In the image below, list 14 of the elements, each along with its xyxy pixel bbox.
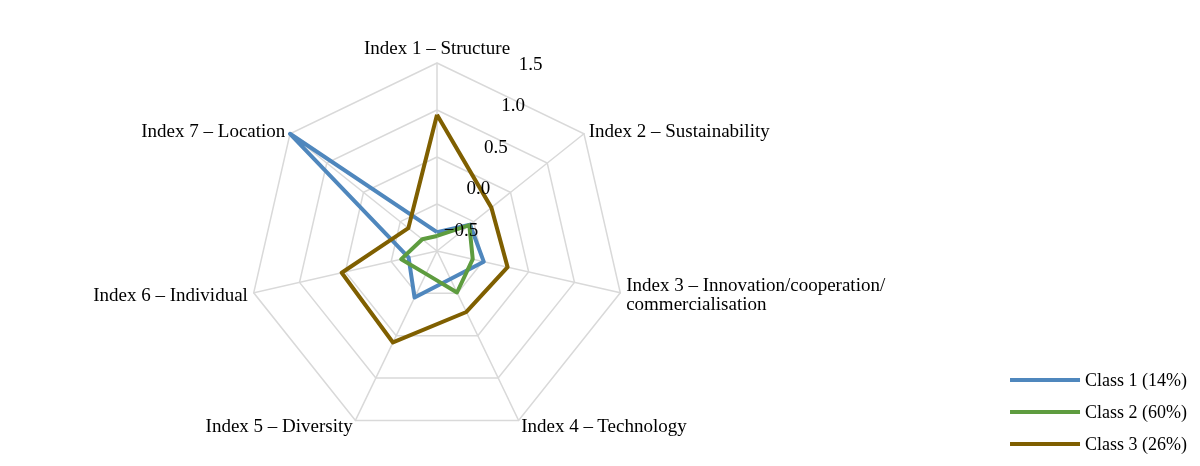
- y-tick-label: 1.5: [518, 53, 543, 75]
- spoke-label: Index 1 – Structure: [363, 37, 511, 58]
- spoke-label: Index 5 – Diversity: [205, 415, 354, 437]
- legend-label: Class 3 (26%): [1085, 434, 1188, 455]
- spoke-label: Index 2 – Sustainability: [588, 119, 771, 141]
- legend-label: Class 2 (60%): [1085, 402, 1188, 423]
- y-tick-label: −0.5: [443, 218, 479, 240]
- y-tick-label: 0.5: [483, 135, 508, 157]
- spoke-label: Index 7 – Location: [141, 119, 286, 141]
- spoke-label: Index 4 – Technology: [521, 415, 688, 437]
- spoke-label: Index 6 – Individual: [93, 283, 248, 305]
- spoke-label: Index 3 – Innovation/cooperation/ commercialisation: [626, 274, 886, 315]
- y-tick-label: 1.0: [501, 94, 526, 116]
- legend-label: Class 1 (14%): [1085, 370, 1188, 391]
